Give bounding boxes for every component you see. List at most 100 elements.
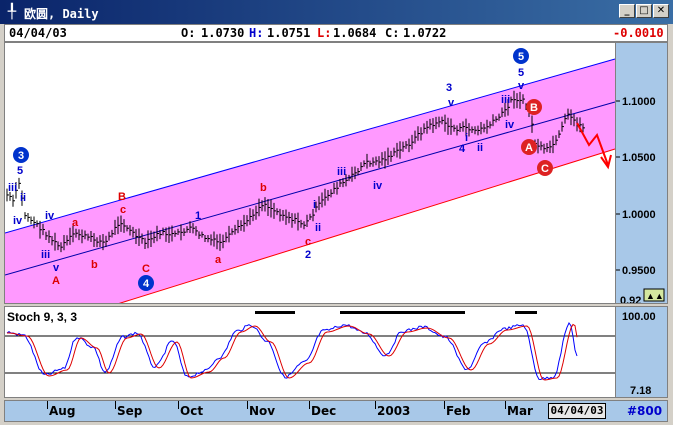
wave-label: iii — [337, 166, 346, 178]
high-value: 1.0751 — [267, 26, 311, 40]
wave-label: c — [305, 236, 311, 248]
stoch-d-line — [7, 323, 578, 381]
wave-label: a — [215, 254, 222, 266]
wave-label: b — [260, 182, 267, 194]
month-label: Dec — [311, 404, 337, 418]
wave-label: iii — [8, 182, 17, 194]
wave-circle-4 — [138, 275, 154, 291]
close-button[interactable]: ✕ — [653, 4, 669, 18]
wave-circle-A — [521, 139, 537, 155]
wave-circle-label: 3 — [18, 150, 24, 162]
wave-circle-label: 4 — [143, 278, 150, 290]
wave-label: i — [313, 199, 316, 211]
wave-label: iv — [13, 215, 23, 227]
minimize-button[interactable]: _ — [619, 4, 635, 18]
wave-label: iv — [45, 210, 55, 222]
price-axis: 1.1000 1.0500 1.0000 0.9500 0.92 ▲▲ — [615, 43, 667, 307]
wave-label: 3 — [446, 82, 452, 94]
price-tick: 1.0000 — [622, 209, 656, 221]
wave-label: v — [53, 262, 60, 274]
tools-icon-glyph: ▲▲ — [646, 291, 664, 301]
stoch-svg: Stoch 9, 3, 3 — [5, 310, 617, 381]
price-tick: 0.9500 — [622, 265, 656, 277]
open-label: O: — [181, 26, 196, 40]
app-icon: ╀ — [7, 4, 17, 20]
wave-label: ii — [477, 142, 483, 154]
wave-label: 5 — [518, 67, 524, 79]
price-tick: 1.0500 — [622, 152, 656, 164]
wave-circle-label: C — [541, 163, 549, 175]
wave-label: 2 — [305, 249, 311, 261]
maximize-button[interactable]: □ — [636, 4, 652, 18]
stoch-k-line — [6, 322, 578, 381]
low-label: L: — [317, 26, 332, 40]
channel-upper-line — [5, 58, 616, 234]
high-label: H: — [249, 26, 264, 40]
ob-marker — [515, 311, 537, 314]
price-tick-cut: 0.92 — [620, 295, 641, 303]
wave-label: B — [118, 191, 126, 203]
wave-label: c — [120, 204, 126, 216]
wave-label: ii — [315, 222, 321, 234]
stoch-panel[interactable]: Stoch 9, 3, 3 100.00 7.18 — [4, 306, 668, 398]
time-axis[interactable]: Aug Sep Oct Nov Dec 2003 Feb Mar 04/04/0… — [4, 400, 668, 422]
wave-label: 1 — [195, 210, 201, 222]
wave-label: iv — [505, 119, 515, 131]
close-value: 1.0722 — [403, 26, 447, 40]
stoch-title: Stoch 9, 3, 3 — [7, 310, 77, 324]
wave-label: 4 — [459, 143, 466, 155]
wave-label: iv — [373, 180, 383, 192]
channel-fill — [5, 59, 615, 303]
quote-date: 04/04/03 — [9, 26, 67, 40]
wave-circle-3 — [13, 147, 29, 163]
month-label: Nov — [249, 404, 276, 418]
month-label: Feb — [446, 404, 471, 418]
wave-label: a — [72, 217, 79, 229]
open-value: 1.0730 — [201, 26, 245, 40]
month-label: Aug — [49, 404, 76, 418]
month-label: 2003 — [377, 404, 411, 418]
month-label: Sep — [117, 404, 143, 418]
tools-icon[interactable] — [643, 288, 665, 302]
wave-circle-label: A — [525, 142, 533, 154]
window-title: 欧圆, Daily — [24, 7, 99, 21]
price-chart[interactable]: 5 iii ii iv iv iii v 1 i ii iii iv 3 v 4… — [4, 42, 668, 307]
stoch-axis: 100.00 7.18 — [615, 307, 667, 397]
stoch-tick: 100.00 — [622, 311, 656, 323]
ob-marker — [340, 311, 465, 314]
record-number: #800 — [627, 404, 663, 418]
title-bar: ╀ 欧圆, Daily _ □ ✕ — [0, 0, 673, 24]
wave-circle-label: 5 — [518, 51, 524, 63]
ob-marker — [255, 311, 295, 314]
wave-label: b — [91, 259, 98, 271]
wave-label: v — [448, 97, 455, 109]
wave-label: v — [518, 80, 525, 92]
low-value: 1.0684 — [333, 26, 377, 40]
close-label: C: — [385, 26, 400, 40]
wave-circle-C — [537, 160, 553, 176]
projection-arrow-head — [600, 154, 612, 170]
channel-mid-line — [5, 101, 616, 276]
candles — [6, 90, 585, 253]
price-tick: 1.1000 — [622, 96, 656, 108]
wave-circle-label: B — [530, 102, 538, 114]
current-date-box[interactable]: 04/04/03 — [548, 403, 606, 419]
wave-label: i — [465, 132, 468, 144]
wave-circle-B — [526, 99, 542, 115]
month-label: Oct — [180, 404, 204, 418]
wave-label: iii — [501, 94, 510, 106]
price-chart-svg: 5 iii ii iv iv iii v 1 i ii iii iv 3 v 4… — [5, 48, 616, 303]
wave-label: A — [52, 275, 60, 287]
wave-label: iii — [41, 249, 50, 261]
wave-label: C — [142, 263, 150, 275]
channel-lower-line — [118, 148, 616, 303]
wave-label: 5 — [17, 165, 23, 177]
price-axis-svg: 1.1000 1.0500 1.0000 0.9500 0.92 ▲▲ — [616, 96, 665, 307]
quote-header: 04/04/03 O: 1.0730 H: 1.0751 L: 1.0684 C… — [4, 24, 668, 42]
month-label: Mar — [507, 404, 533, 418]
wave-label: ii — [20, 192, 26, 204]
stoch-tick-cut: 7.18 — [630, 385, 652, 397]
wave-circle-5 — [513, 48, 529, 64]
change-value: -0.0010 — [613, 26, 664, 40]
projection-arrow — [576, 122, 609, 166]
